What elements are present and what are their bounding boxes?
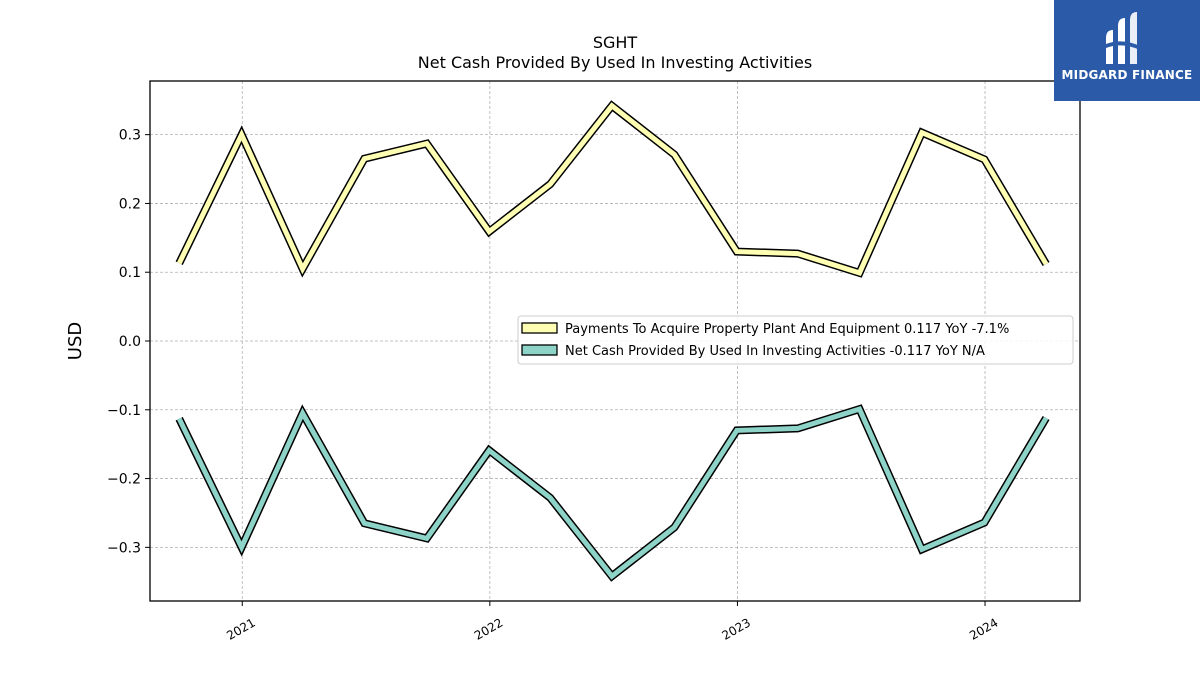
y-tick-label: 0.1 [119, 265, 141, 281]
brand-name: MIDGARD FINANCE [1061, 68, 1193, 82]
y-axis-label: USD [65, 322, 86, 360]
series-1-line [176, 102, 1049, 276]
chart-subtitle: Net Cash Provided By Used In Investing A… [418, 53, 812, 72]
y-tick-label: −0.1 [107, 403, 141, 419]
x-tick-label: 2024 [967, 615, 1000, 642]
y-tick-label: 0.3 [119, 128, 141, 144]
legend-frame [517, 315, 1074, 365]
series-2-line-outline [175, 404, 1050, 582]
legend: Payments To Acquire Property Plant And E… [517, 315, 1074, 365]
y-tick-label: −0.2 [107, 472, 141, 488]
axis-ticks: −0.3 −0.2 −0.1 0.0 0.1 0.2 0.3 2021 2022 2023 2024 [107, 128, 1001, 643]
x-tick-label: 2022 [472, 615, 505, 642]
legend-label-series-1: Payments To Acquire Property Plant And E… [565, 322, 1009, 337]
x-tick-label: 2021 [224, 615, 257, 642]
chart-title: SGHT [593, 33, 638, 52]
series-1-line-outline [175, 100, 1050, 278]
series-lines [175, 100, 1050, 582]
legend-swatch-series-2 [521, 344, 558, 356]
brand-mark-icon [1106, 12, 1140, 64]
legend-swatch-series-1 [521, 322, 558, 334]
x-tick-label: 2023 [719, 615, 752, 642]
brand-logo: MIDGARD FINANCE [1054, 0, 1200, 101]
y-tick-label: 0.2 [119, 196, 141, 212]
legend-label-series-2: Net Cash Provided By Used In Investing A… [565, 344, 985, 359]
y-tick-label: 0.0 [119, 334, 141, 350]
y-tick-label: −0.3 [107, 540, 141, 556]
series-2-line [176, 406, 1049, 580]
